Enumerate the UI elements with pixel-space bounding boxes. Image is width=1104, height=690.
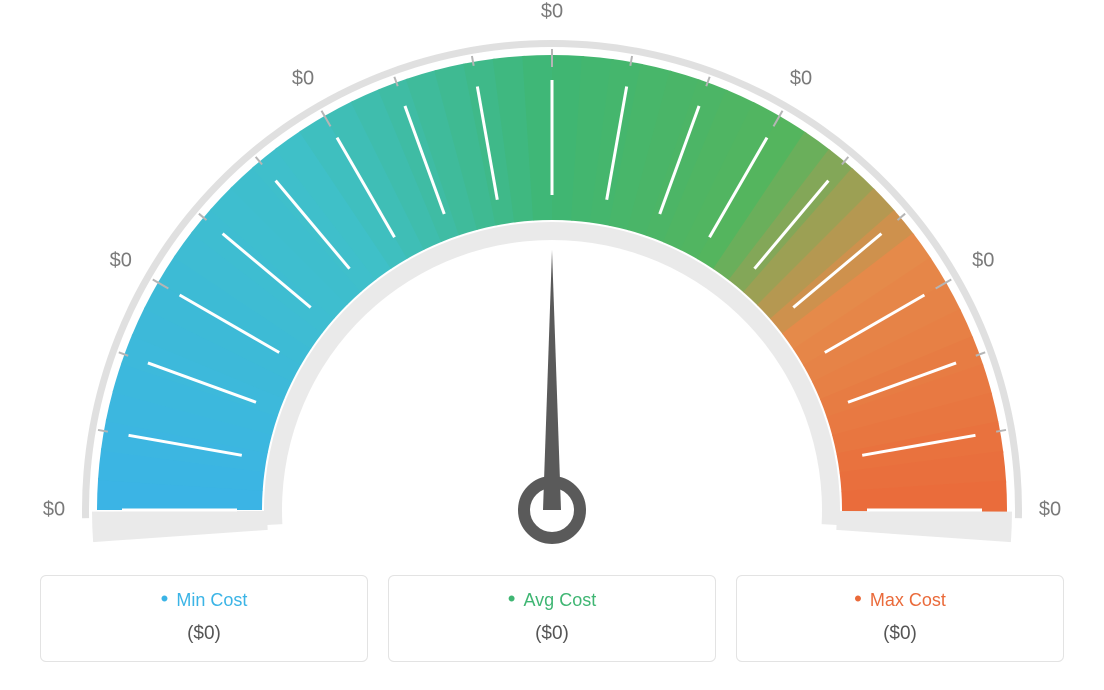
legend-card-max-cost: •Max Cost ($0) [736, 575, 1064, 662]
gauge-tick-label: $0 [43, 499, 65, 522]
legend-title: •Min Cost [51, 590, 357, 611]
legend-label: Max Cost [870, 590, 946, 610]
cost-gauge-container: $0 $0 $0 $0 $0 $0 $0 •Min Cost ($0) •Avg Cost ($0… [0, 0, 1104, 690]
legend-card-min-cost: •Min Cost ($0) [40, 575, 368, 662]
gauge-tick-label: $0 [790, 67, 812, 90]
gauge-tick-label: $0 [292, 67, 314, 90]
gauge-tick-label: $0 [1039, 499, 1061, 522]
gauge-tick-label: $0 [541, 1, 563, 24]
gauge-svg [0, 0, 1104, 560]
legend-title: •Max Cost [747, 590, 1053, 611]
legend-value: ($0) [399, 623, 705, 645]
legend-value: ($0) [51, 623, 357, 645]
legend-label: Avg Cost [524, 590, 597, 610]
legend-label: Min Cost [176, 590, 247, 610]
gauge-chart: $0 $0 $0 $0 $0 $0 $0 [0, 0, 1104, 560]
gauge-tick-label: $0 [110, 250, 132, 273]
legend-value: ($0) [747, 623, 1053, 645]
legend-title: •Avg Cost [399, 590, 705, 611]
gauge-tick-label: $0 [972, 250, 994, 273]
legend-card-avg-cost: •Avg Cost ($0) [388, 575, 716, 662]
legend-row: •Min Cost ($0) •Avg Cost ($0) •Max Cost ($0) [40, 575, 1064, 662]
